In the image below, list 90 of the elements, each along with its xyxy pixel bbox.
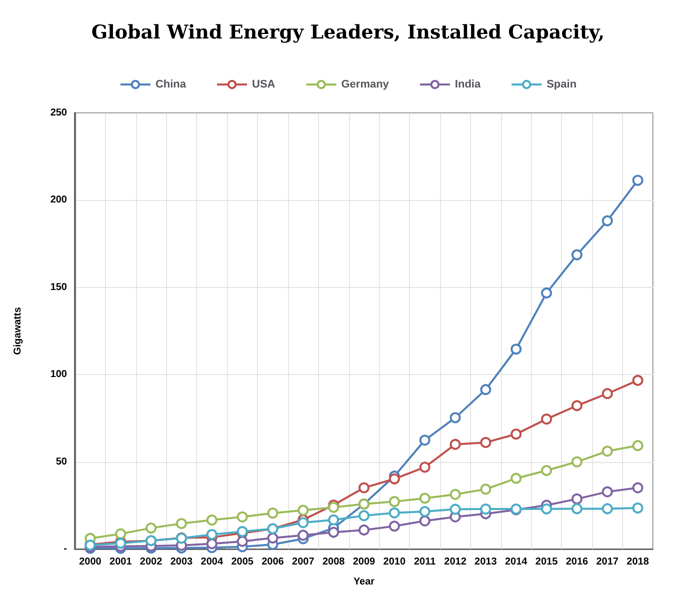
- point: [328, 514, 340, 526]
- point: [602, 215, 613, 226]
- x-tick-label: 2016: [566, 556, 589, 568]
- point: [146, 522, 157, 534]
- legend-label: Germany: [341, 78, 390, 90]
- point: [267, 532, 278, 544]
- chart-title: Global Wind Energy Leaders, Installed Capacity,: [91, 22, 605, 44]
- point: [632, 502, 644, 514]
- y-tick-label: 50: [56, 456, 68, 468]
- point: [571, 400, 582, 412]
- point: [602, 388, 613, 400]
- x-tick-label: 2012: [444, 556, 467, 568]
- x-tick-label: 2010: [383, 556, 406, 568]
- point: [480, 504, 492, 515]
- y-axis-title: Gigawatts: [12, 306, 24, 355]
- point: [450, 504, 461, 515]
- point: [358, 524, 370, 536]
- point: [388, 507, 400, 518]
- point: [358, 482, 370, 494]
- point: [419, 506, 430, 517]
- point: [388, 473, 400, 484]
- point: [206, 529, 218, 540]
- point: [388, 520, 400, 532]
- point: [571, 503, 582, 514]
- legend-label: India: [454, 78, 482, 90]
- x-tick-label: 2009: [352, 556, 376, 568]
- point: [419, 492, 430, 504]
- point: [358, 510, 370, 522]
- point: [236, 511, 248, 522]
- point: [480, 436, 492, 448]
- point: [450, 438, 461, 450]
- point: [602, 486, 613, 498]
- x-tick-label: 2015: [535, 556, 558, 568]
- point: [419, 434, 430, 446]
- point: [571, 493, 582, 504]
- x-tick-label: 2005: [231, 556, 254, 568]
- legend-label: Spain: [546, 78, 577, 90]
- point: [298, 504, 309, 516]
- point: [510, 472, 522, 484]
- x-tick-label: 2017: [596, 556, 619, 568]
- legend-label: USA: [252, 78, 276, 90]
- point: [510, 428, 522, 440]
- y-tick-label: 200: [50, 194, 68, 206]
- point: [541, 287, 552, 298]
- point: [176, 518, 187, 530]
- point: [450, 488, 461, 500]
- x-tick-label: 2011: [414, 556, 436, 568]
- point: [632, 174, 644, 186]
- point: [571, 456, 582, 468]
- x-tick-label: 2013: [474, 556, 498, 568]
- x-tick-label: 2007: [292, 556, 315, 568]
- point: [328, 526, 340, 538]
- point: [510, 344, 522, 355]
- point: [632, 482, 644, 494]
- y-tick-label: 150: [50, 282, 68, 293]
- point: [632, 374, 644, 386]
- x-tick-label: 2001: [110, 556, 132, 568]
- point: [206, 514, 218, 526]
- point: [419, 515, 430, 526]
- x-tick-label: 2018: [626, 556, 650, 568]
- point: [115, 528, 126, 540]
- point: [206, 538, 218, 550]
- x-tick-label: 2014: [504, 556, 528, 568]
- legend-label: China: [155, 78, 187, 90]
- x-tick-label: 2000: [79, 556, 102, 568]
- point: [480, 384, 492, 396]
- point: [267, 508, 278, 519]
- point: [480, 484, 492, 495]
- x-tick-label: 2008: [322, 556, 346, 568]
- point: [298, 530, 309, 541]
- x-tick-label: 2003: [170, 556, 194, 568]
- point: [541, 503, 552, 514]
- point: [541, 414, 552, 425]
- y-tick-label: -: [64, 544, 67, 554]
- point: [388, 496, 400, 508]
- point: [236, 536, 248, 547]
- point: [602, 446, 613, 457]
- x-axis-title: Year: [353, 576, 375, 588]
- point: [419, 462, 430, 473]
- point: [632, 440, 644, 452]
- x-tick-label: 2006: [262, 556, 284, 568]
- point: [571, 249, 582, 260]
- y-tick-label: 250: [50, 108, 68, 118]
- point: [541, 465, 552, 476]
- x-tick-label: 2004: [200, 556, 224, 568]
- x-tick-label: 2002: [140, 556, 163, 568]
- y-tick-label: 100: [50, 369, 68, 380]
- point: [298, 517, 309, 528]
- point: [602, 503, 613, 514]
- point: [450, 412, 461, 424]
